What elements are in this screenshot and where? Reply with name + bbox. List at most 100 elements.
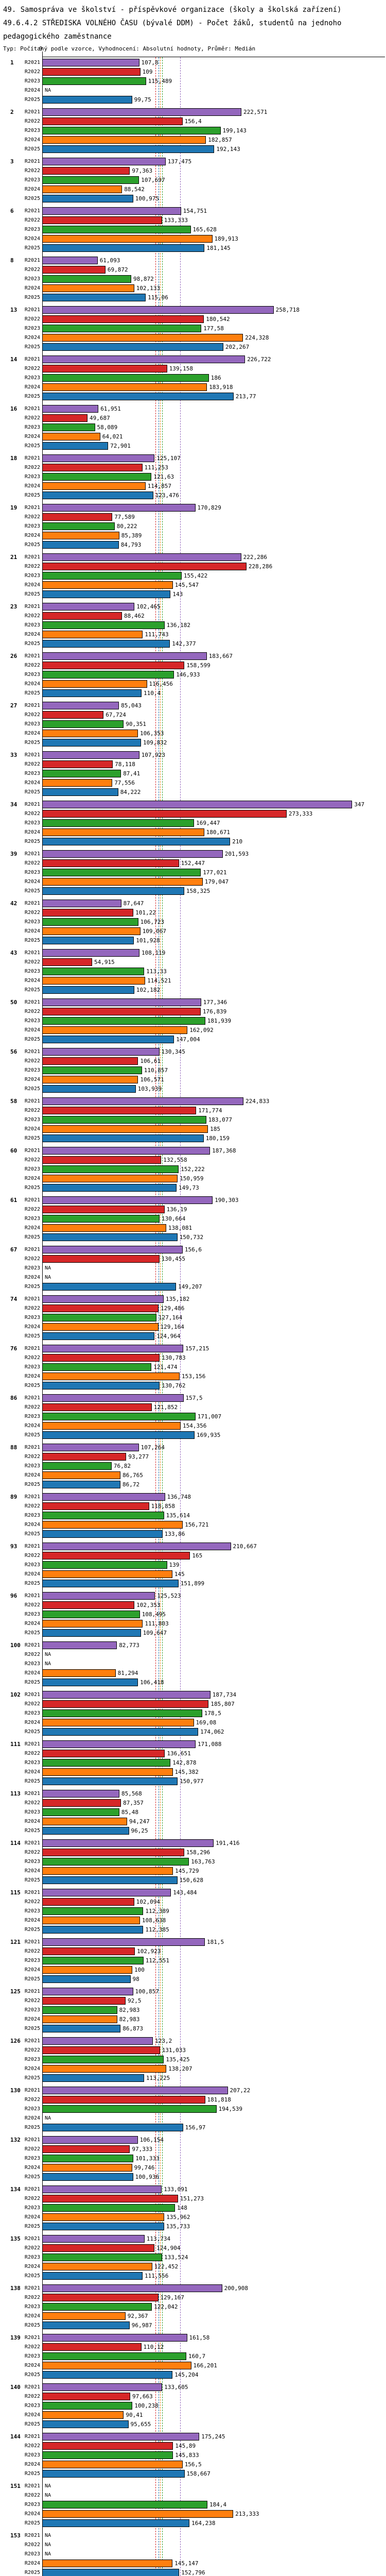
bar-r2025 [42, 2223, 164, 2230]
group-id-label: 21 [10, 554, 17, 561]
bar-value-label: 113,33 [146, 968, 167, 975]
bar-value-label: 102,353 [136, 1602, 161, 1608]
series-label: R2022 [24, 811, 40, 817]
bar-r2022 [42, 117, 183, 125]
bar-value-label: 136,748 [167, 1494, 191, 1500]
bar-r2021 [42, 108, 241, 116]
group-id-label: 139 [10, 2334, 21, 2341]
bar-value-label: 199,143 [222, 127, 247, 134]
bar-r2024 [42, 1224, 166, 1232]
bar-value-label: 135,733 [166, 2223, 190, 2230]
bar-group-39: 39 R2021 201,593 R2022 152,447 R2023 177,021 R2… [0, 850, 386, 896]
bar-value-label: 102,133 [136, 285, 161, 292]
series-label: R2021 [24, 1494, 40, 1500]
bar-value-label: 102,094 [136, 1899, 160, 1905]
x-axis-zero-label: 0 [39, 45, 43, 52]
series-label: R2025 [24, 789, 40, 795]
bar-row: R2025 213,77 [0, 392, 386, 401]
bar-value-label: 154,356 [183, 1422, 207, 1429]
bar-row: R2024 108,638 [0, 1916, 386, 1925]
bar-r2025 [42, 1580, 179, 1587]
report-title-line1: 49. Samospráva ve školství - příspěvkové… [3, 6, 342, 14]
series-label: R2025 [24, 740, 40, 745]
bar-row: 26 R2021 183,667 [0, 652, 386, 661]
group-id-label: 114 [10, 1840, 21, 1846]
bar-value-label: 106,571 [140, 1076, 164, 1083]
group-id-label: 93 [10, 1543, 17, 1550]
bar-value-label: 85,389 [121, 532, 142, 539]
bar-row: R2023 115,489 [0, 77, 386, 86]
series-label: R2021 [24, 1791, 40, 1797]
series-label: R2022 [24, 613, 40, 619]
bar-r2025 [42, 2124, 183, 2131]
group-id-label: 16 [10, 405, 17, 412]
bar-row: R2023 82,983 [0, 2006, 386, 2015]
bar-value-label: 152,796 [181, 2569, 205, 2576]
series-label: R2023 [24, 326, 40, 331]
series-label: R2025 [24, 1581, 40, 1586]
bar-r2022 [42, 2294, 159, 2301]
x-axis-zero-tick [42, 52, 43, 57]
bar-row: R2024 213,333 [0, 2510, 386, 2519]
bar-row: 151 R2021 NA [0, 2482, 386, 2491]
group-id-label: 26 [10, 653, 17, 659]
bar-value-label: 98,872 [133, 276, 154, 282]
bar-value-label: 78,118 [115, 761, 135, 768]
bar-r2023 [42, 1215, 160, 1223]
bar-r2024 [42, 433, 100, 440]
bar-value-label: 92,367 [127, 2313, 148, 2319]
group-id-label: 134 [10, 2186, 21, 2193]
series-label: R2025 [24, 1185, 40, 1191]
bar-value-label: 121,852 [153, 1404, 178, 1411]
bar-row: R2022 69,872 [0, 265, 386, 275]
bar-r2025 [42, 788, 118, 796]
series-label: R2021 [24, 2038, 40, 2044]
bar-value-label: 130,664 [162, 1215, 186, 1222]
bar-r2023 [42, 275, 131, 283]
group-id-label: 115 [10, 1889, 21, 1896]
bar-group-67: 67 R2021 156,6 R2022 130,455 R2023 NA R2024 NA R2… [0, 1245, 386, 1292]
bar-r2022 [42, 513, 113, 521]
bar-row: R2023 112,551 [0, 1956, 386, 1965]
series-label: R2022 [24, 2443, 40, 2449]
bar-r2021 [42, 59, 139, 66]
bar-group-89: 89 R2021 136,748 R2022 118,858 R2023 135,614 R2… [0, 1493, 386, 1539]
bar-r2022 [42, 810, 287, 818]
group-id-label: 50 [10, 999, 17, 1006]
bar-row: R2022 118,858 [0, 1502, 386, 1511]
bar-row: R2022 106,61 [0, 1057, 386, 1066]
bar-row: R2023 121,63 [0, 472, 386, 482]
series-label: R2025 [24, 839, 40, 844]
bar-r2022 [42, 909, 134, 917]
bar-row: R2024 81,294 [0, 1669, 386, 1678]
bar-value-label: 133,333 [164, 217, 188, 224]
bar-group-111: 111 R2021 171,088 R2022 136,651 R2023 142,878 R… [0, 1740, 386, 1786]
bar-row: R2025 102,182 [0, 986, 386, 995]
series-label: R2024 [24, 632, 40, 637]
group-id-label: 34 [10, 801, 17, 808]
bar-value-label: 112,385 [145, 1926, 169, 1933]
bar-row: R2023 133,524 [0, 2253, 386, 2262]
bar-r2023 [42, 2105, 217, 2113]
bar-r2023 [42, 1165, 179, 1173]
bar-row: R2023 199,143 [0, 126, 386, 135]
series-label: R2024 [24, 2115, 40, 2121]
series-label: R2021 [24, 1346, 40, 1351]
bar-row: R2022 124,904 [0, 2244, 386, 2253]
bar-value-label: 177,346 [203, 999, 227, 1006]
bar-r2025 [42, 590, 171, 598]
bar-r2024 [42, 1669, 116, 1677]
bar-r2024 [42, 532, 119, 539]
bar-group-21: 21 R2021 222,286 R2022 228,286 R2023 155,422 R2… [0, 553, 386, 599]
report-subtitle: Typ: Počítaný podle vzorce, Vyhodnocení:… [3, 45, 256, 52]
bar-group-121: 121 R2021 181,5 R2022 102,923 R2023 112,551 R20… [0, 1938, 386, 1984]
bar-value-label: 150,959 [180, 1175, 204, 1182]
bar-row: R2022 87,357 [0, 1799, 386, 1808]
series-label: R2021 [24, 2434, 40, 2439]
bar-r2023 [42, 1017, 205, 1025]
bar-r2023 [42, 621, 165, 629]
bar-row: R2023 76,82 [0, 1462, 386, 1471]
bar-row: R2025 133,86 [0, 1530, 386, 1539]
series-label: R2025 [24, 295, 40, 300]
bar-group-144: 144 R2021 175,245 R2022 145,89 R2023 145,833 R2… [0, 2432, 386, 2479]
